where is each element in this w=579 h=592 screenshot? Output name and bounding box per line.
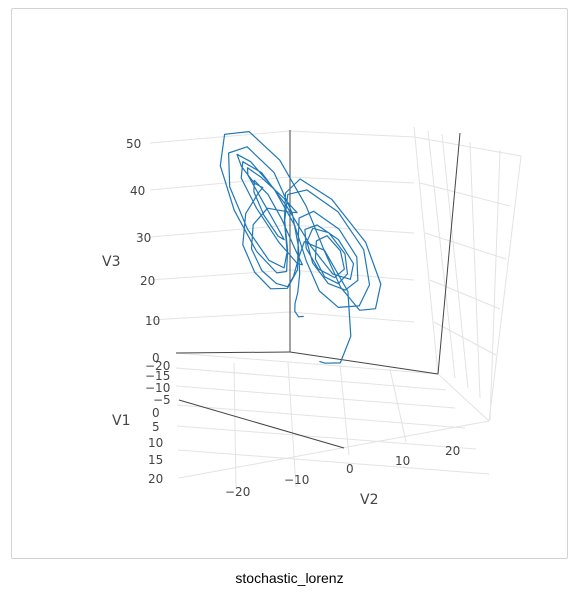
- floor-grid-v1: [178, 420, 490, 479]
- grid-layer: [149, 126, 522, 488]
- x-tick-label: 5: [152, 420, 160, 434]
- side-wall-grid: [413, 136, 522, 157]
- floor-grid-v1: [176, 425, 477, 450]
- side-wall-grid: [441, 133, 469, 389]
- z-tick-label: 0: [152, 351, 160, 365]
- z-tick-label: 10: [145, 314, 160, 328]
- x-tick-label: −10: [145, 381, 170, 395]
- back-wall-grid: [149, 224, 291, 238]
- side-wall-grid: [413, 126, 439, 375]
- y-axis-title: V2: [360, 492, 378, 508]
- back-wall-grid: [289, 176, 415, 184]
- x-tick-label: −15: [145, 369, 170, 383]
- z-ticks: 50 40 30 20 10 0: [126, 137, 160, 365]
- back-wall-grid: [149, 311, 291, 321]
- side-wall-grid: [488, 155, 522, 422]
- side-wall-grid: [469, 141, 481, 399]
- gridlines-floor: [175, 352, 490, 488]
- x-tick-label: −20: [145, 359, 170, 373]
- gridlines-back-wall: [149, 130, 415, 323]
- plot-caption: stochastic_lorenz: [235, 570, 344, 586]
- back-wall-grid: [289, 224, 415, 234]
- gridlines-side-wall: [413, 126, 522, 422]
- side-wall-grid: [429, 279, 501, 310]
- x-tick-label: 10: [148, 436, 163, 450]
- side-wall-grid: [427, 130, 456, 379]
- side-wall-grid: [424, 232, 507, 260]
- z-tick-label: 30: [136, 231, 151, 245]
- floor-grid-v1: [175, 367, 447, 391]
- floor-grid-v2: [437, 373, 490, 422]
- z-tick-label: 50: [126, 137, 141, 151]
- floor-grid-v1: [175, 352, 439, 375]
- x-tick-label: 0: [152, 406, 160, 420]
- side-wall-grid: [419, 182, 511, 207]
- x-tick-label: −5: [153, 393, 171, 407]
- y-tick-label: −20: [225, 485, 250, 499]
- floor-grid-v2: [339, 364, 350, 456]
- x-axis-title: V1: [112, 413, 130, 429]
- back-wall-grid: [149, 269, 291, 281]
- trajectory-layer: [219, 131, 382, 364]
- series-line: [219, 131, 382, 364]
- x-tick-label: 15: [148, 453, 163, 467]
- z-axis-title: V3: [102, 254, 120, 270]
- floor-grid-v1: [175, 385, 456, 409]
- axis-lines: [175, 130, 461, 449]
- y-tick-label: −10: [284, 473, 309, 487]
- x-axis-line-front: [178, 399, 345, 449]
- floor-grid-v2: [287, 361, 297, 488]
- x-axis-line: [175, 351, 291, 354]
- y-ticks: −20 −10 0 10 20: [225, 444, 460, 499]
- floor-grid-v1: [176, 404, 466, 429]
- x-ticks: −20 −15 −10 −5 0 5 10 15 20: [145, 359, 171, 486]
- z-tick-label: 40: [130, 184, 145, 198]
- floor-grid-v2: [389, 368, 407, 443]
- back-wall-grid: [289, 130, 415, 138]
- y-tick-label: 0: [346, 462, 354, 476]
- y-tick-label: 10: [395, 454, 410, 468]
- floor-grid-v2: [233, 362, 237, 488]
- back-wall-grid: [289, 311, 415, 323]
- z-tick-label: 20: [140, 274, 155, 288]
- side-wall-grid: [489, 149, 501, 421]
- y-tick-label: 20: [445, 444, 460, 458]
- floor-grid-v1: [177, 449, 490, 475]
- x-tick-label: 20: [148, 472, 163, 486]
- back-wall-grid: [149, 130, 291, 144]
- side-wall-grid: [433, 321, 497, 356]
- side-axis-line: [437, 132, 461, 375]
- y-axis-line: [289, 351, 439, 375]
